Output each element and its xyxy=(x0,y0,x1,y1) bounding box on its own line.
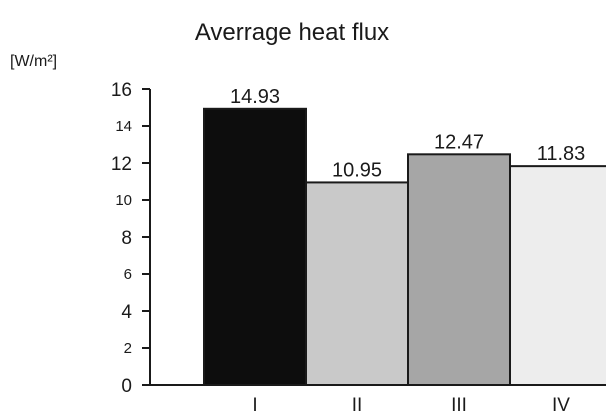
value-label: 14.93 xyxy=(230,86,280,108)
x-category-label: II xyxy=(352,395,363,414)
y-tick-label: 4 xyxy=(121,302,132,323)
y-tick-label: 6 xyxy=(124,266,132,283)
x-category-label: I xyxy=(252,395,257,414)
x-category-label: IV xyxy=(552,395,570,414)
bar-IV xyxy=(509,165,606,386)
y-unit-label: [W/m²] xyxy=(10,53,57,70)
y-tick-label: 2 xyxy=(124,340,132,357)
bar-I xyxy=(203,107,307,386)
y-tick-label: 14 xyxy=(115,118,132,135)
bar-II xyxy=(305,181,409,386)
value-label: 12.47 xyxy=(434,131,484,153)
chart-title: Averrage heat flux xyxy=(195,19,389,46)
bar-III xyxy=(407,153,511,386)
y-tick-label: 10 xyxy=(115,192,132,209)
y-tick-label: 8 xyxy=(121,228,132,249)
y-tick-label: 12 xyxy=(111,154,132,175)
y-tick-label: 16 xyxy=(111,80,132,101)
y-tick-label: 0 xyxy=(121,376,132,397)
value-label: 11.83 xyxy=(537,143,586,165)
value-label: 10.95 xyxy=(332,159,382,181)
x-category-label: III xyxy=(451,395,467,414)
